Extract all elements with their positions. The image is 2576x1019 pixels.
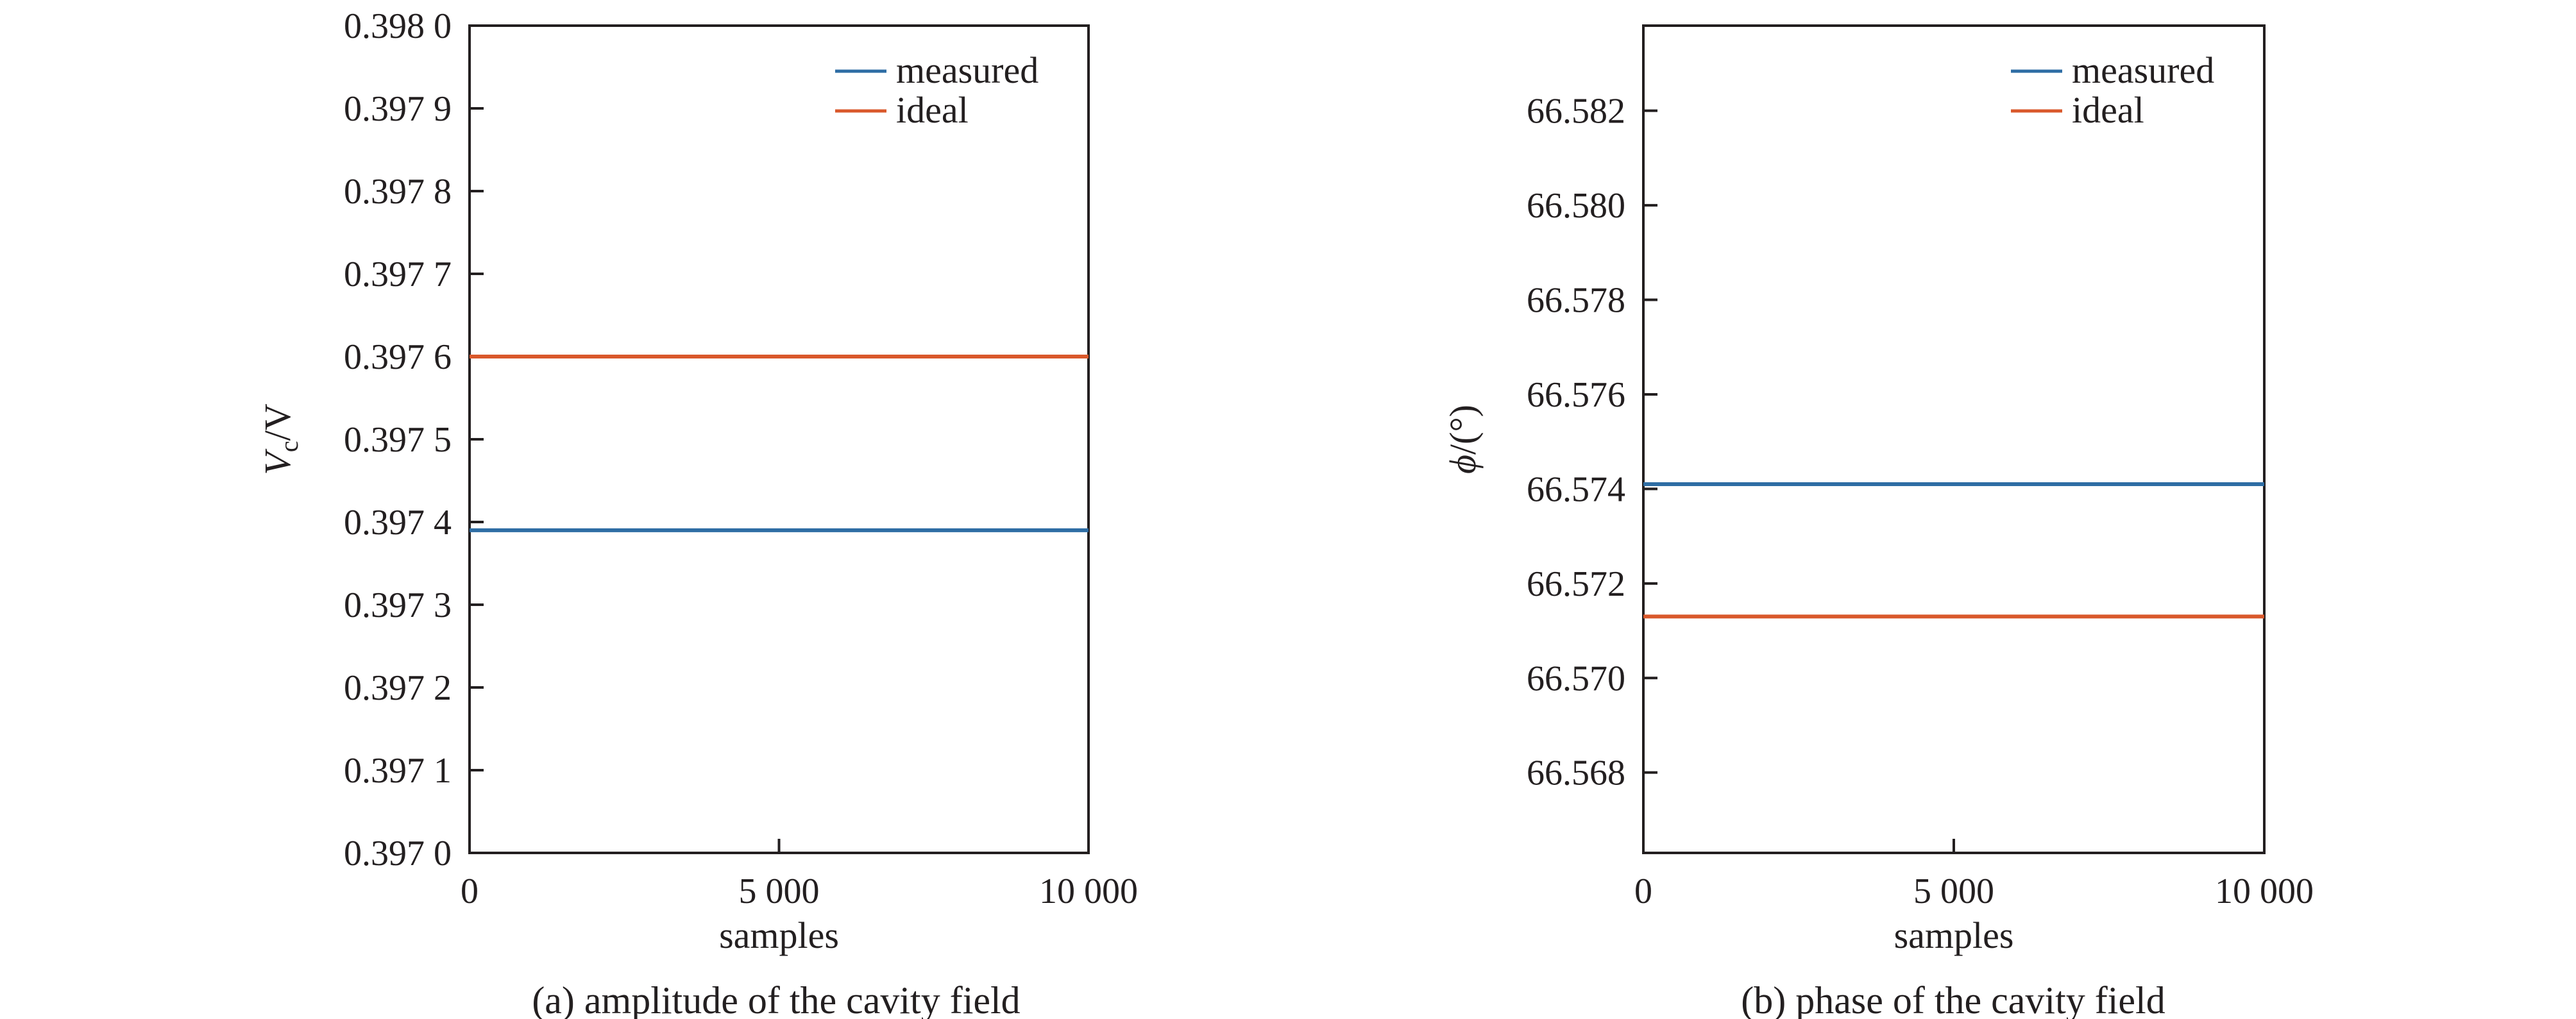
y-tick-label: 0.397 1 (344, 751, 452, 791)
y-axis-symbol: ϕ (1442, 455, 1484, 474)
y-tick-label: 0.397 6 (344, 337, 452, 377)
panel-phase: 66.568 66.570 66.572 66.574 66.576 66.578 66.5… (1442, 24, 2314, 1019)
x-tick-label: 0 (1634, 872, 1652, 911)
legend-label-measured: measured (2072, 49, 2214, 91)
y-tick-label: 66.576 (1527, 375, 1625, 415)
x-tick-label: 5 000 (1913, 872, 1994, 911)
x-axis-title: samples (719, 914, 839, 956)
x-tick-label: 10 000 (1039, 872, 1138, 911)
y-tick-label: 66.572 (1527, 564, 1625, 604)
x-axis-title: samples (1894, 914, 2014, 956)
y-axis-title: ϕ/(°) (1442, 405, 1484, 474)
y-tick-label: 0.397 3 (344, 585, 452, 625)
y-tick-label: 66.582 (1527, 92, 1625, 131)
y-tick-label: 0.397 8 (344, 172, 452, 212)
y-tick-label: 0.398 0 (344, 6, 452, 46)
y-tick-label: 66.568 (1527, 754, 1625, 793)
y-axis-symbol: V (257, 448, 298, 475)
panel-caption: (a) amplitude of the cavity field (532, 979, 1020, 1019)
y-tick-label: 0.397 0 (344, 834, 452, 873)
legend-label-measured: measured (896, 49, 1038, 91)
x-tick-label: 0 (461, 872, 479, 911)
y-axis-title: Vc/V (257, 403, 303, 475)
plot-frame (468, 24, 1090, 854)
y-axis-unit: /(°) (1442, 405, 1484, 455)
y-tick-label: 66.580 (1527, 186, 1625, 226)
legend-label-ideal: ideal (2072, 89, 2144, 131)
y-tick-label: 0.397 9 (344, 89, 452, 129)
y-tick-label: 0.397 4 (344, 503, 452, 543)
legend-label-ideal: ideal (896, 89, 969, 131)
panel-amplitude: 0.397 0 0.397 1 0.397 2 0.397 3 0.397 4 0.397… (257, 6, 1138, 1019)
y-tick-label: 66.574 (1527, 469, 1625, 509)
y-tick-label: 0.397 2 (344, 668, 452, 708)
y-tick-label: 66.570 (1527, 659, 1625, 698)
y-tick-label: 0.397 5 (344, 420, 452, 460)
x-tick-label: 5 000 (739, 872, 820, 911)
panel-caption: (b) phase of the cavity field (1741, 979, 2165, 1019)
y-tick-label: 0.397 7 (344, 255, 452, 294)
y-axis-subscript: c (275, 441, 303, 452)
plot-frame (1642, 24, 2266, 854)
x-tick-label: 10 000 (2215, 872, 2314, 911)
y-tick-label: 66.578 (1527, 281, 1625, 321)
y-axis-unit: /V (257, 403, 298, 441)
